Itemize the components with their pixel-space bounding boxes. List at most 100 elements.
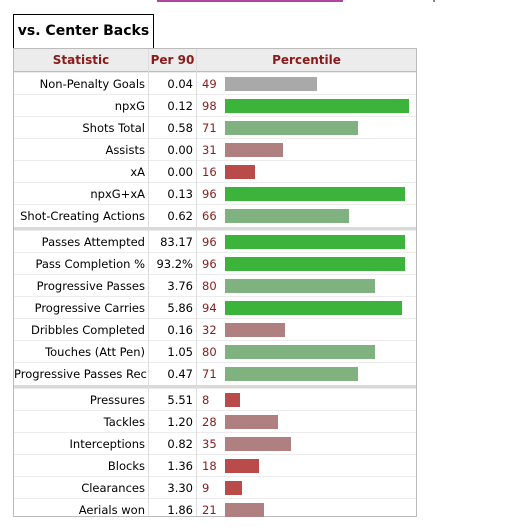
- percentile-cell: 66: [197, 205, 416, 227]
- percentile-cell: 71: [197, 117, 416, 139]
- header-percentile[interactable]: Percentile: [272, 53, 341, 67]
- header-per90[interactable]: Per 90: [150, 53, 195, 67]
- per90-value: 0.00: [167, 143, 193, 157]
- per90-value: 1.36: [167, 459, 193, 473]
- header-statistic[interactable]: Statistic: [52, 53, 110, 67]
- percentile-cell: 28: [197, 411, 416, 433]
- per90-value: 83.17: [160, 235, 193, 249]
- stat-name[interactable]: Interceptions: [69, 437, 145, 451]
- percentile-cell: 8: [197, 389, 416, 411]
- percentile-cell: 31: [197, 139, 416, 161]
- table-row: Pass Completion % 93.2% 96: [14, 252, 416, 274]
- percentile-value: 96: [202, 235, 217, 249]
- per90-value: 0.12: [167, 99, 193, 113]
- stat-name[interactable]: Assists: [105, 143, 145, 157]
- stat-name[interactable]: Pressures: [89, 393, 145, 407]
- table-row: xA 0.00 16: [14, 160, 416, 182]
- stat-name[interactable]: npxG+xA: [90, 187, 145, 201]
- table-row: Tackles 1.20 28: [14, 410, 416, 432]
- top-link-fragment[interactable]: [157, 0, 343, 2]
- percentile-cell: 9: [197, 477, 416, 499]
- column-divider: [196, 49, 197, 516]
- percentile-bar: [225, 437, 291, 451]
- stat-name[interactable]: Progressive Passes Rec: [14, 367, 147, 381]
- table-row: Clearances 3.30 9: [14, 476, 416, 498]
- stat-name[interactable]: Progressive Passes: [36, 279, 145, 293]
- stat-name[interactable]: xA: [130, 165, 145, 179]
- stat-name[interactable]: Clearances: [81, 481, 145, 495]
- percentile-value: 94: [202, 301, 217, 315]
- top-link-strip: [0, 0, 531, 5]
- stat-name[interactable]: Progressive Carries: [34, 301, 145, 315]
- per90-value: 1.86: [167, 503, 193, 517]
- percentile-cell: 49: [197, 73, 416, 95]
- percentile-value: 32: [202, 323, 217, 337]
- per90-value: 0.82: [167, 437, 193, 451]
- percentile-cell: 18: [197, 455, 416, 477]
- per90-value: 1.05: [167, 345, 193, 359]
- stat-name[interactable]: Shots Total: [82, 121, 145, 135]
- per90-value: 0.00: [167, 165, 193, 179]
- per90-value: 0.13: [167, 187, 193, 201]
- percentile-value: 98: [202, 99, 217, 113]
- percentile-cell: 96: [197, 253, 416, 275]
- table-row: npxG+xA 0.13 96: [14, 182, 416, 204]
- tab-label: vs. Center Backs: [17, 23, 150, 39]
- percentile-value: 28: [202, 415, 217, 429]
- percentile-table: Statistic Per 90 Percentile Non-Penalty …: [13, 48, 417, 517]
- percentile-bar: [225, 301, 402, 315]
- percentile-value: 96: [202, 187, 217, 201]
- stat-name[interactable]: Tackles: [103, 415, 145, 429]
- per90-value: 0.04: [167, 77, 193, 91]
- table-row: Touches (Att Pen) 1.05 80: [14, 340, 416, 362]
- percentile-bar: [225, 415, 278, 429]
- table-row: npxG 0.12 98: [14, 94, 416, 116]
- per90-value: 5.51: [167, 393, 193, 407]
- stat-name[interactable]: Touches (Att Pen): [45, 345, 145, 359]
- percentile-cell: 21: [197, 499, 416, 521]
- table-row: Shots Total 0.58 71: [14, 116, 416, 138]
- percentile-cell: 32: [197, 319, 416, 341]
- percentile-bar: [225, 143, 283, 157]
- percentile-cell: 16: [197, 161, 416, 183]
- percentile-bar: [225, 367, 358, 381]
- stat-name[interactable]: Aerials won: [78, 503, 145, 517]
- percentile-bar: [225, 121, 358, 135]
- percentile-value: 8: [202, 393, 210, 407]
- group-separator: [14, 385, 416, 388]
- tab-vs-center-backs[interactable]: vs. Center Backs: [13, 14, 154, 48]
- stat-name[interactable]: Non-Penalty Goals: [39, 77, 145, 91]
- percentile-value: 21: [202, 503, 217, 517]
- per90-value: 3.76: [167, 279, 193, 293]
- per90-value: 0.58: [167, 121, 193, 135]
- percentile-value: 35: [202, 437, 217, 451]
- percentile-bar: [225, 345, 375, 359]
- percentile-value: 80: [202, 279, 217, 293]
- percentile-bar: [225, 279, 375, 293]
- percentile-bar: [225, 503, 264, 517]
- per90-value: 1.20: [167, 415, 193, 429]
- percentile-value: 9: [202, 481, 210, 495]
- percentile-value: 66: [202, 209, 217, 223]
- top-text-fragment: [433, 0, 435, 2]
- stat-name[interactable]: npxG: [114, 99, 145, 113]
- stat-name[interactable]: Dribbles Completed: [30, 323, 145, 337]
- per90-value: 93.2%: [156, 257, 193, 271]
- table-row: Progressive Passes 3.76 80: [14, 274, 416, 296]
- table-row: Assists 0.00 31: [14, 138, 416, 160]
- column-divider: [148, 49, 149, 516]
- group-separator: [14, 227, 416, 230]
- table-row: Pressures 5.51 8: [14, 388, 416, 410]
- percentile-cell: 71: [197, 363, 416, 385]
- percentile-cell: 96: [197, 183, 416, 205]
- percentile-bar: [225, 481, 242, 495]
- per90-value: 5.86: [167, 301, 193, 315]
- stat-name[interactable]: Pass Completion %: [35, 257, 145, 271]
- stat-name[interactable]: Passes Attempted: [41, 235, 145, 249]
- percentile-bar: [225, 77, 317, 91]
- stat-name[interactable]: Blocks: [107, 459, 145, 473]
- percentile-bar: [225, 257, 405, 271]
- percentile-cell: 94: [197, 297, 416, 319]
- stat-name[interactable]: Shot-Creating Actions: [20, 209, 145, 223]
- percentile-bar: [225, 165, 255, 179]
